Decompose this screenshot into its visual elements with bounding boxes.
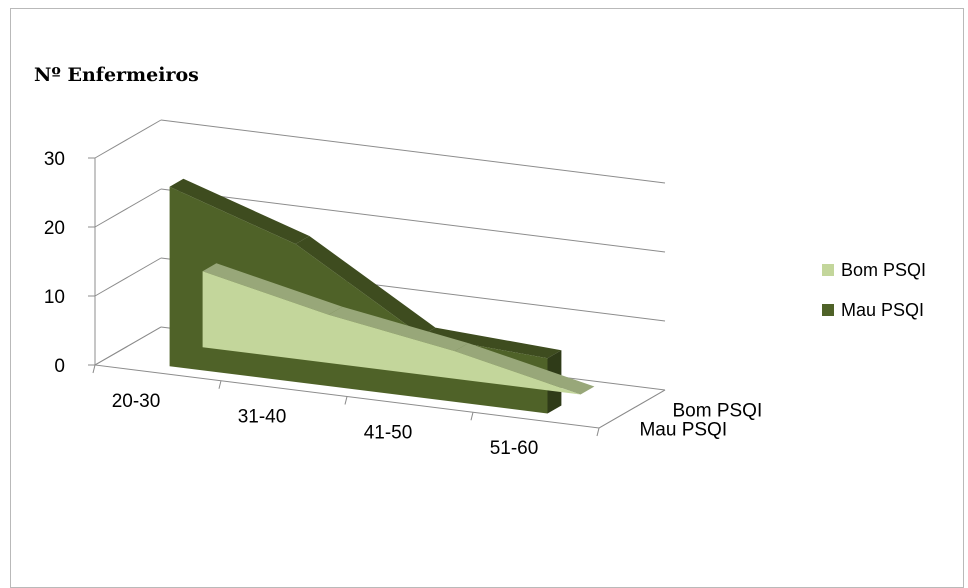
x-tick-label: 51-60	[490, 438, 539, 459]
legend-item-mau-psqi: Mau PSQI	[822, 298, 926, 322]
legend-swatch-mau-psqi	[822, 304, 834, 316]
y-tick-label: 10	[44, 287, 65, 308]
x-tick-mark	[93, 365, 95, 373]
side-gridline-20	[95, 189, 161, 227]
x-tick-label: 31-40	[238, 407, 287, 428]
y-tick-label: 30	[44, 149, 65, 170]
depth-label-0: Bom PSQI	[672, 400, 762, 421]
legend-label-bom-psqi: Bom PSQI	[841, 260, 926, 281]
legend: Bom PSQI Mau PSQI	[822, 258, 926, 338]
x-tick-mark	[219, 381, 221, 389]
y-tick-label: 0	[54, 356, 65, 377]
gridline-30	[161, 120, 665, 183]
x-tick-mark	[471, 412, 473, 420]
legend-swatch-bom-psqi	[822, 264, 834, 276]
x-tick-mark	[597, 428, 599, 436]
side-gridline-30	[95, 120, 161, 158]
x-tick-mark	[345, 397, 347, 405]
legend-item-bom-psqi: Bom PSQI	[822, 258, 926, 282]
y-tick-label: 20	[44, 218, 65, 239]
depth-label-1: Mau PSQI	[639, 419, 727, 440]
side-gridline-10	[95, 258, 161, 296]
x-tick-label: 41-50	[364, 422, 413, 443]
x-tick-label: 20-30	[112, 391, 161, 412]
legend-label-mau-psqi: Mau PSQI	[841, 300, 924, 321]
